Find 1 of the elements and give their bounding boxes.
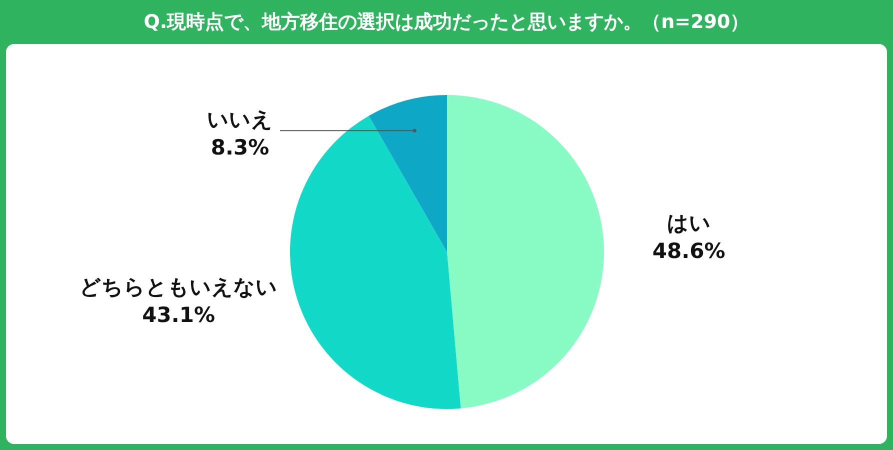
chart-title: Q.現時点で、地方移住の選択は成功だったと思いますか。（n=290） [144,11,750,33]
